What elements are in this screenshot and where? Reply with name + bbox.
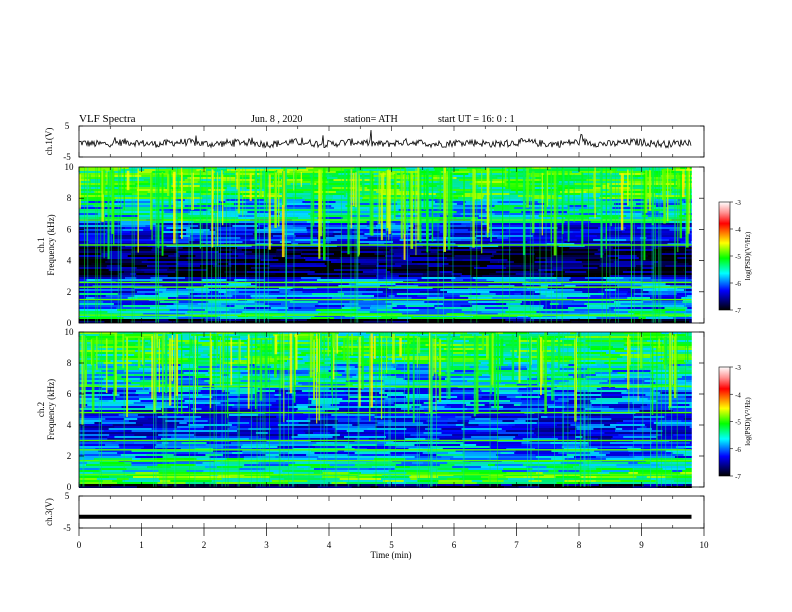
ch2-spectrogram-colorbar	[718, 366, 731, 477]
y-tick-label: 5	[65, 491, 70, 501]
ch1-spectrogram-colorbar	[718, 201, 731, 311]
colorbar-tick-label: -7	[735, 307, 741, 315]
y-tick-label: 6	[67, 389, 72, 399]
colorbar-tick-label: -5	[735, 419, 741, 427]
y-tick-label: 0	[67, 482, 72, 492]
colorbar-tick-label: -6	[735, 280, 741, 288]
y-tick-label: -5	[63, 523, 71, 533]
x-tick-label: 2	[202, 540, 207, 550]
ch1-spectrogram-ylabel: Frequency (kHz)	[46, 214, 56, 275]
ch2-spectrogram-image	[79, 332, 692, 488]
y-tick-label: -5	[63, 152, 71, 162]
x-tick-label: 6	[452, 540, 457, 550]
y-tick-label: 5	[65, 121, 70, 131]
y-tick-label: 0	[67, 318, 72, 328]
x-tick-label: 3	[264, 540, 269, 550]
colorbar-tick-label: -3	[735, 199, 741, 207]
ch1-waveform-ylabel: ch.1(V)	[44, 128, 54, 156]
y-tick-label: 8	[67, 193, 72, 203]
x-tick-label: 10	[700, 540, 710, 550]
x-tick-label: 9	[639, 540, 644, 550]
ch3-waveform-ylabel: ch.3(V)	[44, 498, 54, 526]
x-tick-label: 4	[327, 540, 332, 550]
ch1-spectrogram-channel-label: ch.1	[36, 237, 46, 252]
ch2-spectrogram-ylabel: Frequency (kHz)	[46, 379, 56, 440]
date-label: Jun. 8 , 2020	[251, 114, 303, 125]
y-tick-label: 4	[67, 420, 72, 430]
x-tick-label: 0	[77, 540, 82, 550]
station-label: station= ATH	[344, 114, 398, 125]
colorbar-tick-label: -3	[735, 364, 741, 372]
x-axis-label: Time (min)	[371, 550, 412, 560]
ch2-spectrogram-colorbar-label: log(PSD)(V²/Hz)	[744, 397, 752, 446]
y-tick-label: 2	[67, 451, 72, 461]
ch1-spectrogram-colorbar-label: log(PSD)(V²/Hz)	[744, 231, 752, 280]
ch1-spectrogram-image	[79, 167, 692, 323]
start-time-label: start UT = 16: 0 : 1	[438, 114, 515, 125]
colorbar-tick-label: -4	[735, 391, 741, 399]
colorbar-tick-label: -5	[735, 253, 741, 261]
x-tick-label: 5	[389, 540, 394, 550]
y-tick-label: 4	[67, 256, 72, 266]
y-tick-label: 6	[67, 224, 72, 234]
colorbar-tick-label: -4	[735, 226, 741, 234]
y-tick-label: 2	[67, 287, 72, 297]
figure-title: VLF Spectra	[79, 113, 136, 125]
y-tick-label: 10	[65, 327, 75, 337]
x-tick-label: 8	[577, 540, 582, 550]
y-tick-label: 8	[67, 358, 72, 368]
ch2-spectrogram-channel-label: ch.2	[36, 402, 46, 417]
x-tick-label: 7	[514, 540, 519, 550]
colorbar-tick-label: -6	[735, 446, 741, 454]
colorbar-tick-label: -7	[735, 473, 741, 481]
y-tick-label: 10	[65, 162, 75, 172]
ch1-waveform-series	[78, 129, 692, 149]
x-tick-label: 1	[139, 540, 144, 550]
